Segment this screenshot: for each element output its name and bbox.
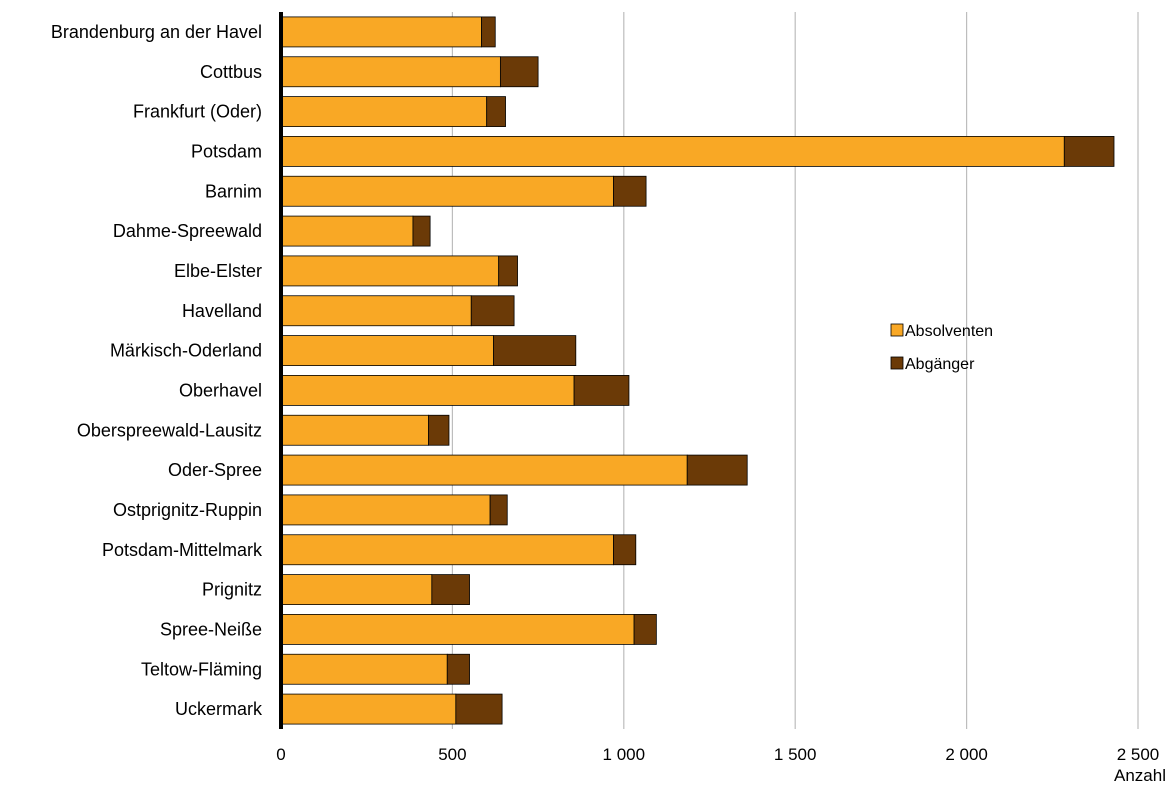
category-label: Potsdam xyxy=(191,141,262,161)
x-tick-label: 0 xyxy=(276,745,285,764)
bar-absolventen-dahme-spreewald xyxy=(280,215,414,247)
bar-absolventen-teltow-fläming xyxy=(280,653,448,685)
bar-abgänger-elbe-elster xyxy=(498,255,518,287)
category-label: Oder-Spree xyxy=(168,460,262,480)
bar-abgänger-oder-spree xyxy=(686,454,748,486)
bar-abgänger-prignitz xyxy=(431,574,470,605)
x-tick-label: 2 500 xyxy=(1117,745,1160,764)
bar-absolventen-ostprignitz-ruppin xyxy=(280,494,491,526)
category-label: Dahme-Spreewald xyxy=(113,221,262,241)
bar-absolventen-prignitz xyxy=(280,574,433,605)
bar-abgänger-oberhavel xyxy=(573,375,630,406)
x-tick-label: 1 000 xyxy=(603,745,646,764)
bar-abgänger-brandenburg-an-der-havel xyxy=(481,16,496,48)
bar-absolventen-oder-spree xyxy=(280,454,688,486)
bar-absolventen-barnim xyxy=(280,175,614,207)
bar-abgänger-cottbus xyxy=(499,56,539,88)
gridlines xyxy=(451,12,1139,729)
bar-absolventen-havelland xyxy=(280,295,472,327)
category-label: Prignitz xyxy=(202,580,262,600)
category-label: Frankfurt (Oder) xyxy=(133,102,262,122)
legend-label-absolventen: Absolventen xyxy=(905,323,993,340)
bar-absolventen-spree-neiße xyxy=(280,614,635,645)
bar-absolventen-cottbus xyxy=(280,56,501,88)
bar-absolventen-brandenburg-an-der-havel xyxy=(280,16,482,48)
legend-label-abgaenger: Abgänger xyxy=(905,356,975,373)
bar-absolventen-märkisch-oderland xyxy=(280,335,494,366)
bar-absolventen-frankfurt-oder xyxy=(280,96,488,127)
category-label: Ostprignitz-Ruppin xyxy=(113,500,262,520)
x-tick-label: 1 500 xyxy=(774,745,817,764)
bar-abgänger-dahme-spreewald xyxy=(412,215,431,247)
bar-abgänger-märkisch-oderland xyxy=(493,335,577,366)
x-axis-unit: Anzahl xyxy=(1114,766,1166,785)
category-label: Oberhavel xyxy=(179,380,262,400)
category-label: Oberspreewald-Lausitz xyxy=(77,420,262,440)
bar-abgänger-potsdam xyxy=(1063,136,1115,167)
category-label: Spree-Neiße xyxy=(160,619,262,639)
category-label: Elbe-Elster xyxy=(174,261,262,281)
bar-absolventen-potsdam-mittelmark xyxy=(280,534,614,566)
bar-abgänger-potsdam-mittelmark xyxy=(613,534,637,566)
bar-abgänger-spree-neiße xyxy=(633,614,657,645)
category-label: Barnim xyxy=(205,181,262,201)
bar-abgänger-havelland xyxy=(470,295,515,327)
bar-absolventen-oberspreewald-lausitz xyxy=(280,414,429,446)
bar-absolventen-elbe-elster xyxy=(280,255,500,287)
legend-swatch-absolventen xyxy=(890,323,904,337)
bar-abgänger-frankfurt-oder xyxy=(486,96,506,127)
bar-abgänger-oberspreewald-lausitz xyxy=(428,414,450,446)
legend-item-abgaenger: Abgänger xyxy=(890,356,975,373)
legend: Absolventen Abgänger xyxy=(890,323,993,373)
x-tick-label: 2 000 xyxy=(945,745,988,764)
category-label: Potsdam-Mittelmark xyxy=(102,540,263,560)
bar-abgänger-barnim xyxy=(613,175,647,207)
x-tick-labels: 0 500 1 000 1 500 2 000 2 500 xyxy=(276,745,1159,764)
bar-abgänger-ostprignitz-ruppin xyxy=(489,494,508,526)
bar-abgänger-teltow-fläming xyxy=(446,653,470,685)
category-labels: Brandenburg an der Havel Cottbus Frankfurt… xyxy=(51,22,263,719)
category-label: Teltow-Fläming xyxy=(141,659,262,679)
bar-absolventen-oberhavel xyxy=(280,375,575,406)
bar-absolventen-potsdam xyxy=(280,136,1065,167)
bars xyxy=(280,16,1115,725)
category-label: Havelland xyxy=(182,301,262,321)
bar-abgänger-uckermark xyxy=(455,693,503,725)
category-label: Uckermark xyxy=(175,699,263,719)
category-label: Cottbus xyxy=(200,62,262,82)
legend-item-absolventen: Absolventen xyxy=(890,323,993,340)
category-label: Brandenburg an der Havel xyxy=(51,22,262,42)
category-label: Märkisch-Oderland xyxy=(110,341,262,361)
bar-absolventen-uckermark xyxy=(280,693,457,725)
legend-swatch-abgaenger xyxy=(890,356,904,370)
x-tick-label: 500 xyxy=(438,745,466,764)
